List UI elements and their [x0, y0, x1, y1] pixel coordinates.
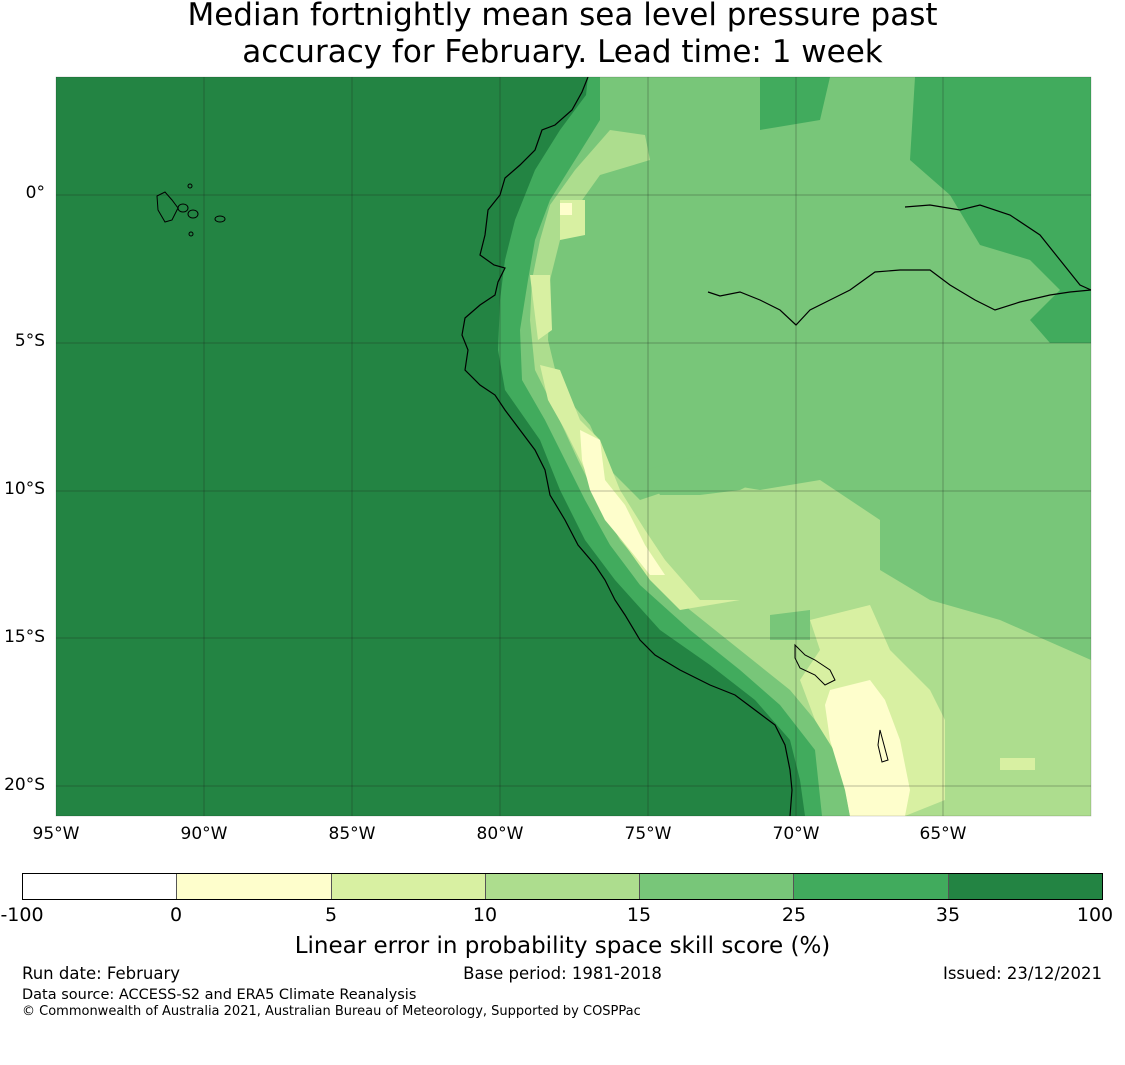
lon-label-95w: 95°W	[32, 824, 80, 844]
lon-label-70w: 70°W	[772, 824, 820, 844]
colorbar-tick-label: 10	[472, 904, 498, 926]
lon-label-85w: 85°W	[328, 824, 376, 844]
colorbar-tick-label: -100	[0, 904, 44, 926]
colorbar-tick-label: 5	[324, 904, 338, 926]
lon-label-90w: 90°W	[180, 824, 228, 844]
colorbar-segment-3	[331, 874, 486, 899]
river-north-branch	[904, 204, 1091, 291]
copyright: © Commonwealth of Australia 2021, Austra…	[22, 1004, 641, 1019]
colorbar-segment-4	[485, 874, 641, 899]
colorbar-segment-1	[23, 874, 178, 899]
river	[707, 269, 1091, 326]
colorbar-tick-label: 15	[626, 904, 652, 926]
colorbar-tick-label: 0	[169, 904, 183, 926]
skill-band-0-5	[560, 203, 910, 816]
map-title-line-2: accuracy for February. Lead time: 1 week	[242, 34, 883, 70]
colorbar-tick-label: 35	[935, 904, 961, 926]
issued-date: Issued: 23/12/2021	[942, 964, 1102, 983]
skill-patch-15-25-south	[770, 610, 810, 640]
data-source: Data source: ACCESS-S2 and ERA5 Climate …	[22, 987, 417, 1003]
map-title-line-1: Median fortnightly mean sea level pressu…	[187, 0, 938, 33]
lon-label-75w: 75°W	[624, 824, 672, 844]
run-date: Run date: February	[22, 964, 181, 983]
lon-label-80w: 80°W	[476, 824, 524, 844]
lon-label-65w: 65°W	[919, 824, 967, 844]
lat-label-15s: 15°S	[4, 627, 45, 647]
galapagos-islands	[156, 183, 226, 237]
skill-patch-25-35-northeast	[910, 77, 1091, 343]
colorbar-label: Linear error in probability space skill …	[294, 933, 831, 959]
colorbar-segment-7	[948, 874, 1102, 899]
skill-patch-25-35-north	[760, 77, 830, 130]
lat-label-20s: 20°S	[4, 775, 45, 795]
colorbar-segment-6	[794, 874, 949, 899]
skill-band-5-10	[530, 200, 1035, 816]
colorbar-segment-5	[640, 874, 795, 899]
colorbar	[22, 873, 1103, 900]
coastline	[461, 77, 793, 816]
skill-band-10-15	[530, 130, 1091, 816]
lat-label-0: 0°	[25, 183, 45, 203]
skill-score-map	[55, 76, 1092, 817]
lake-poopo	[877, 729, 889, 763]
lat-label-10s: 10°S	[4, 479, 45, 499]
graticule	[56, 77, 1091, 816]
lake-titicaca	[794, 643, 836, 686]
skill-patch-15-25-interior	[645, 455, 780, 495]
lat-label-5s: 5°S	[14, 331, 45, 351]
colorbar-segment-2	[177, 874, 332, 899]
colorbar-tick-label: 100	[1076, 904, 1114, 926]
colorbar-tick-label: 25	[781, 904, 807, 926]
base-period: Base period: 1981-2018	[463, 964, 662, 983]
